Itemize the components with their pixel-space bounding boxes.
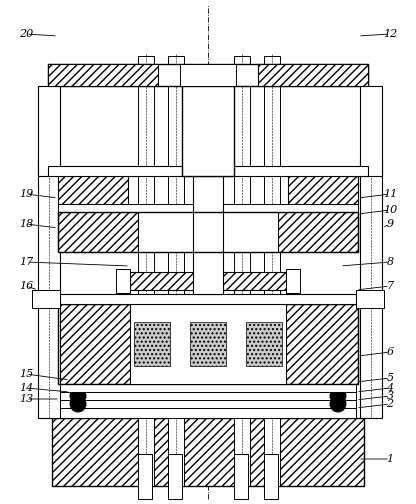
Bar: [32, 290, 60, 308]
Text: 17: 17: [19, 257, 33, 267]
Bar: [180, 64, 236, 86]
Bar: [138, 56, 154, 486]
Bar: [286, 269, 300, 293]
Text: 12: 12: [383, 29, 397, 39]
Bar: [246, 322, 282, 366]
Bar: [48, 166, 368, 176]
Text: 5: 5: [386, 373, 394, 383]
Bar: [190, 322, 226, 366]
Bar: [60, 294, 356, 304]
Bar: [288, 176, 358, 204]
Bar: [58, 204, 358, 212]
Text: 15: 15: [19, 369, 33, 379]
Text: 9: 9: [386, 219, 394, 229]
Bar: [130, 272, 286, 290]
Text: 13: 13: [19, 394, 33, 404]
Text: 3: 3: [386, 391, 394, 401]
Circle shape: [330, 388, 346, 404]
Bar: [116, 269, 130, 293]
Bar: [52, 418, 364, 486]
Bar: [234, 56, 250, 486]
Bar: [168, 454, 182, 499]
Text: 14: 14: [19, 383, 33, 393]
Bar: [258, 64, 368, 86]
Bar: [60, 384, 356, 392]
Text: 4: 4: [386, 383, 394, 393]
Text: 10: 10: [383, 205, 397, 215]
Text: 8: 8: [386, 257, 394, 267]
Bar: [38, 158, 60, 418]
Bar: [286, 304, 358, 384]
Bar: [264, 56, 280, 486]
Bar: [58, 304, 130, 384]
Bar: [130, 304, 286, 384]
Text: 16: 16: [19, 281, 33, 291]
Circle shape: [70, 396, 86, 412]
Text: 18: 18: [19, 219, 33, 229]
Text: 11: 11: [383, 189, 397, 199]
Bar: [193, 176, 223, 294]
Bar: [182, 86, 234, 176]
Bar: [58, 212, 358, 252]
Bar: [134, 322, 170, 366]
Bar: [360, 158, 382, 418]
Bar: [60, 408, 356, 418]
Bar: [48, 64, 158, 86]
Bar: [138, 454, 152, 499]
Bar: [60, 392, 356, 400]
Bar: [58, 212, 138, 252]
Bar: [360, 86, 382, 176]
Bar: [48, 64, 368, 86]
Bar: [138, 212, 278, 252]
Bar: [60, 400, 356, 408]
Bar: [356, 290, 384, 308]
Bar: [278, 212, 358, 252]
Text: 19: 19: [19, 189, 33, 199]
Text: 7: 7: [386, 281, 394, 291]
Bar: [58, 176, 128, 204]
Text: 6: 6: [386, 347, 394, 357]
Text: 1: 1: [386, 454, 394, 464]
Bar: [234, 454, 248, 499]
Bar: [264, 454, 278, 499]
Circle shape: [330, 396, 346, 412]
Bar: [58, 304, 358, 384]
Circle shape: [70, 388, 86, 404]
Bar: [38, 86, 60, 176]
Bar: [168, 56, 184, 486]
Text: 20: 20: [19, 29, 33, 39]
Text: 2: 2: [386, 399, 394, 409]
